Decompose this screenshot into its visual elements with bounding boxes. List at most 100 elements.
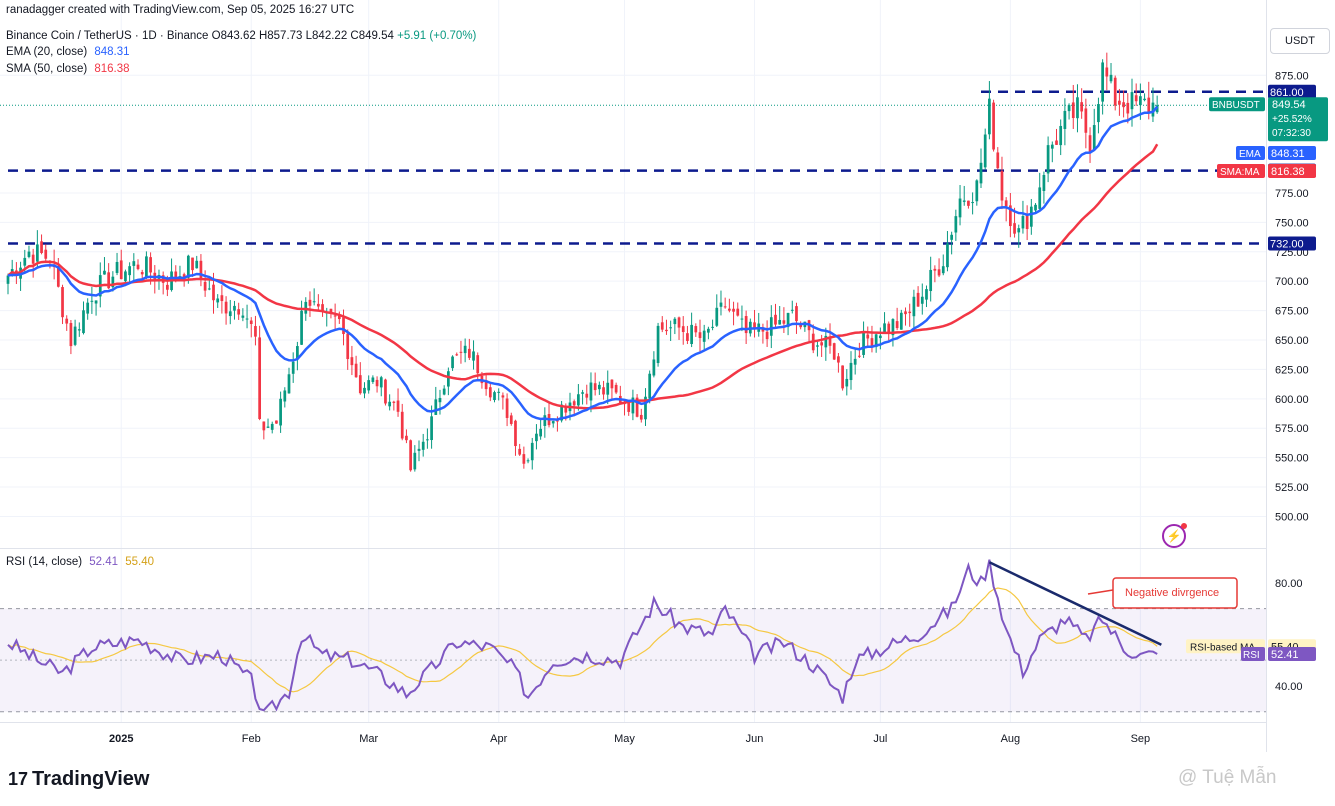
candle-body bbox=[346, 333, 350, 360]
candle-body bbox=[551, 421, 555, 424]
candle-body bbox=[610, 379, 614, 389]
sma-tag-bg bbox=[1268, 164, 1316, 178]
candle-body bbox=[690, 324, 693, 345]
candle-body bbox=[694, 326, 698, 333]
candle-body bbox=[363, 387, 366, 394]
candle-body bbox=[459, 351, 463, 353]
candle-body bbox=[463, 345, 467, 354]
candle-body bbox=[132, 261, 136, 266]
candle-body bbox=[728, 308, 731, 311]
candle-body bbox=[266, 426, 270, 428]
candle-body bbox=[589, 382, 593, 401]
price-axis-tick: 500.00 bbox=[1275, 511, 1309, 523]
candle-body bbox=[279, 398, 282, 426]
candle-body bbox=[149, 257, 152, 273]
price-axis-tick: 750.00 bbox=[1275, 217, 1309, 229]
candle-body bbox=[971, 202, 974, 204]
price-axis-tick: 575.00 bbox=[1275, 423, 1309, 435]
annotation-box[interactable] bbox=[1112, 577, 1238, 609]
tradingview-logo[interactable]: 17 TradingView bbox=[8, 768, 149, 791]
candle-body bbox=[572, 401, 576, 406]
candle-body bbox=[1071, 102, 1075, 119]
candle-body bbox=[753, 322, 756, 330]
candle-body bbox=[1034, 204, 1037, 211]
level-tag: 732.00 bbox=[1270, 239, 1304, 251]
candle-body bbox=[1063, 110, 1067, 129]
symbol-header: Binance Coin / TetherUS · 1D · Binance O… bbox=[6, 30, 476, 42]
annotation-pointer bbox=[1087, 589, 1114, 595]
candle-body bbox=[543, 415, 547, 426]
candle-body bbox=[891, 319, 895, 336]
candle-body bbox=[715, 307, 719, 326]
annotation-text: Negative divrgence bbox=[1125, 587, 1219, 599]
time-axis-tick: Mar bbox=[359, 733, 378, 745]
candle-body bbox=[849, 362, 853, 381]
candle-body bbox=[1050, 144, 1054, 149]
candle-body bbox=[262, 421, 266, 431]
candle-body bbox=[1147, 97, 1151, 112]
ema-legend[interactable]: EMA (20, close) 848.31 bbox=[6, 46, 130, 58]
ema-tag-bg bbox=[1268, 146, 1316, 160]
rsi-legend[interactable]: RSI (14, close) 52.41 55.40 bbox=[6, 556, 154, 568]
candle-body bbox=[904, 311, 907, 315]
candle-body bbox=[1055, 140, 1058, 145]
candle-body bbox=[1084, 108, 1088, 133]
candle-body bbox=[300, 310, 303, 345]
candle-body bbox=[635, 397, 639, 417]
candle-body bbox=[388, 401, 392, 407]
candle-body bbox=[769, 317, 773, 336]
symbol-tag-label: BNBUSDT bbox=[1212, 100, 1260, 111]
candle-body bbox=[174, 271, 178, 279]
candle-body bbox=[1000, 171, 1004, 201]
rsi-ma-tag-label: RSI-based MA bbox=[1190, 642, 1255, 653]
price-tag-bg bbox=[1268, 97, 1328, 142]
candle-body bbox=[434, 399, 438, 415]
candle-body bbox=[203, 281, 207, 291]
candle-body bbox=[895, 321, 899, 329]
candle-body bbox=[140, 272, 144, 275]
candle-body bbox=[937, 269, 941, 276]
candle-body bbox=[321, 304, 324, 312]
ema-line[interactable] bbox=[7, 105, 1159, 421]
candle-body bbox=[1118, 100, 1121, 105]
candle-body bbox=[644, 396, 647, 420]
candle-body bbox=[988, 98, 991, 135]
candle-body bbox=[287, 374, 291, 394]
candle-body bbox=[954, 216, 958, 233]
alert-bolt-icon[interactable]: ⚡ bbox=[1162, 523, 1187, 548]
divergence-trendline[interactable] bbox=[988, 561, 1162, 646]
price-tag-change: +25.52% bbox=[1272, 114, 1312, 125]
rsi-tag-label-bg bbox=[1241, 646, 1265, 661]
candle-body bbox=[673, 318, 677, 325]
sma-legend[interactable]: SMA (50, close) 816.38 bbox=[6, 63, 130, 75]
symbol-line[interactable]: Binance Coin / TetherUS · 1D · Binance bbox=[6, 30, 209, 42]
candle-body bbox=[719, 302, 723, 307]
candle-body bbox=[992, 102, 995, 150]
candle-body bbox=[820, 342, 823, 346]
candle-body bbox=[660, 322, 664, 330]
candle-body bbox=[342, 317, 345, 335]
candle-body bbox=[472, 351, 475, 361]
time-axis-tick: May bbox=[614, 733, 635, 745]
candle-body bbox=[1013, 223, 1016, 234]
candle-body bbox=[476, 355, 480, 374]
candle-body bbox=[379, 377, 383, 388]
candle-body bbox=[530, 442, 534, 461]
notification-dot bbox=[1181, 523, 1187, 529]
candle-body bbox=[35, 244, 39, 262]
candle-body bbox=[723, 306, 727, 308]
rsi-legend-label: RSI (14, close) bbox=[6, 556, 83, 568]
candle-body bbox=[1113, 77, 1117, 106]
candle-body bbox=[765, 331, 769, 340]
candle-body bbox=[56, 266, 60, 287]
rsi-line[interactable] bbox=[7, 559, 1158, 712]
candle-body bbox=[522, 454, 526, 464]
sma-line[interactable] bbox=[7, 143, 1159, 410]
rsi-ma-line[interactable] bbox=[7, 587, 1158, 693]
candle-body bbox=[413, 452, 417, 470]
candle-body bbox=[556, 420, 559, 422]
currency-button[interactable]: USDT bbox=[1270, 28, 1330, 54]
candle-body bbox=[488, 387, 492, 398]
pane-separator[interactable] bbox=[0, 548, 1266, 549]
